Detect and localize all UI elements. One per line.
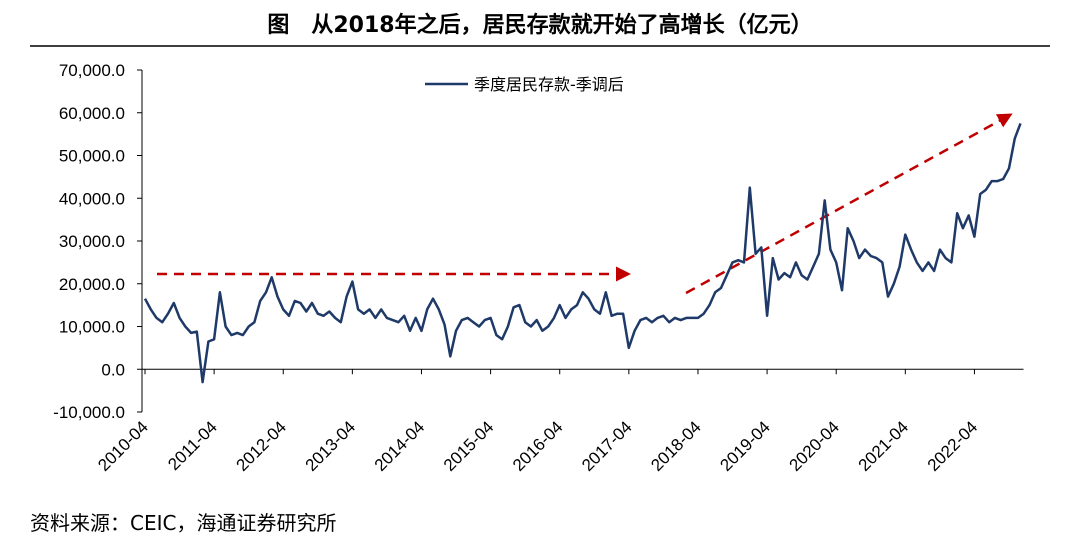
y-tick-label: 40,000.0 (59, 189, 125, 208)
x-tick-label: 2010-04 (94, 417, 152, 475)
y-tick-label: 30,000.0 (59, 232, 125, 251)
x-tick-label: 2011-04 (164, 417, 221, 474)
x-tick-label: 2022-04 (924, 417, 982, 475)
y-tick-label: 60,000.0 (59, 104, 125, 123)
legend-label: 季度居民存款-季调后 (474, 75, 624, 94)
trend-arrow (685, 113, 1013, 295)
y-tick-label: 20,000.0 (59, 275, 125, 294)
y-tick-label: 10,000.0 (59, 318, 125, 337)
source-note: 资料来源：CEIC，海通证券研究所 (30, 511, 336, 535)
x-tick-label: 2021-04 (855, 417, 913, 475)
y-tick-label: -10,000.0 (53, 403, 125, 422)
x-tick-label: 2017-04 (578, 417, 636, 475)
y-tick-label: 50,000.0 (59, 147, 125, 166)
x-tick-label: 2013-04 (302, 417, 360, 475)
x-tick-label: 2020-04 (785, 417, 843, 475)
y-tick-label: 70,000.0 (59, 61, 125, 80)
x-tick-label: 2014-04 (371, 417, 429, 475)
x-tick-label: 2016-04 (509, 417, 567, 475)
chart-title: 图 从2018年之后，居民存款就开始了高增长（亿元） (267, 12, 812, 38)
x-tick-label: 2018-04 (647, 417, 705, 475)
y-tick-label: 0.0 (101, 360, 125, 379)
line-series (143, 122, 1022, 384)
x-tick-label: 2012-04 (233, 417, 291, 475)
x-tick-label: 2015-04 (440, 417, 498, 475)
x-tick-label: 2019-04 (716, 417, 774, 475)
